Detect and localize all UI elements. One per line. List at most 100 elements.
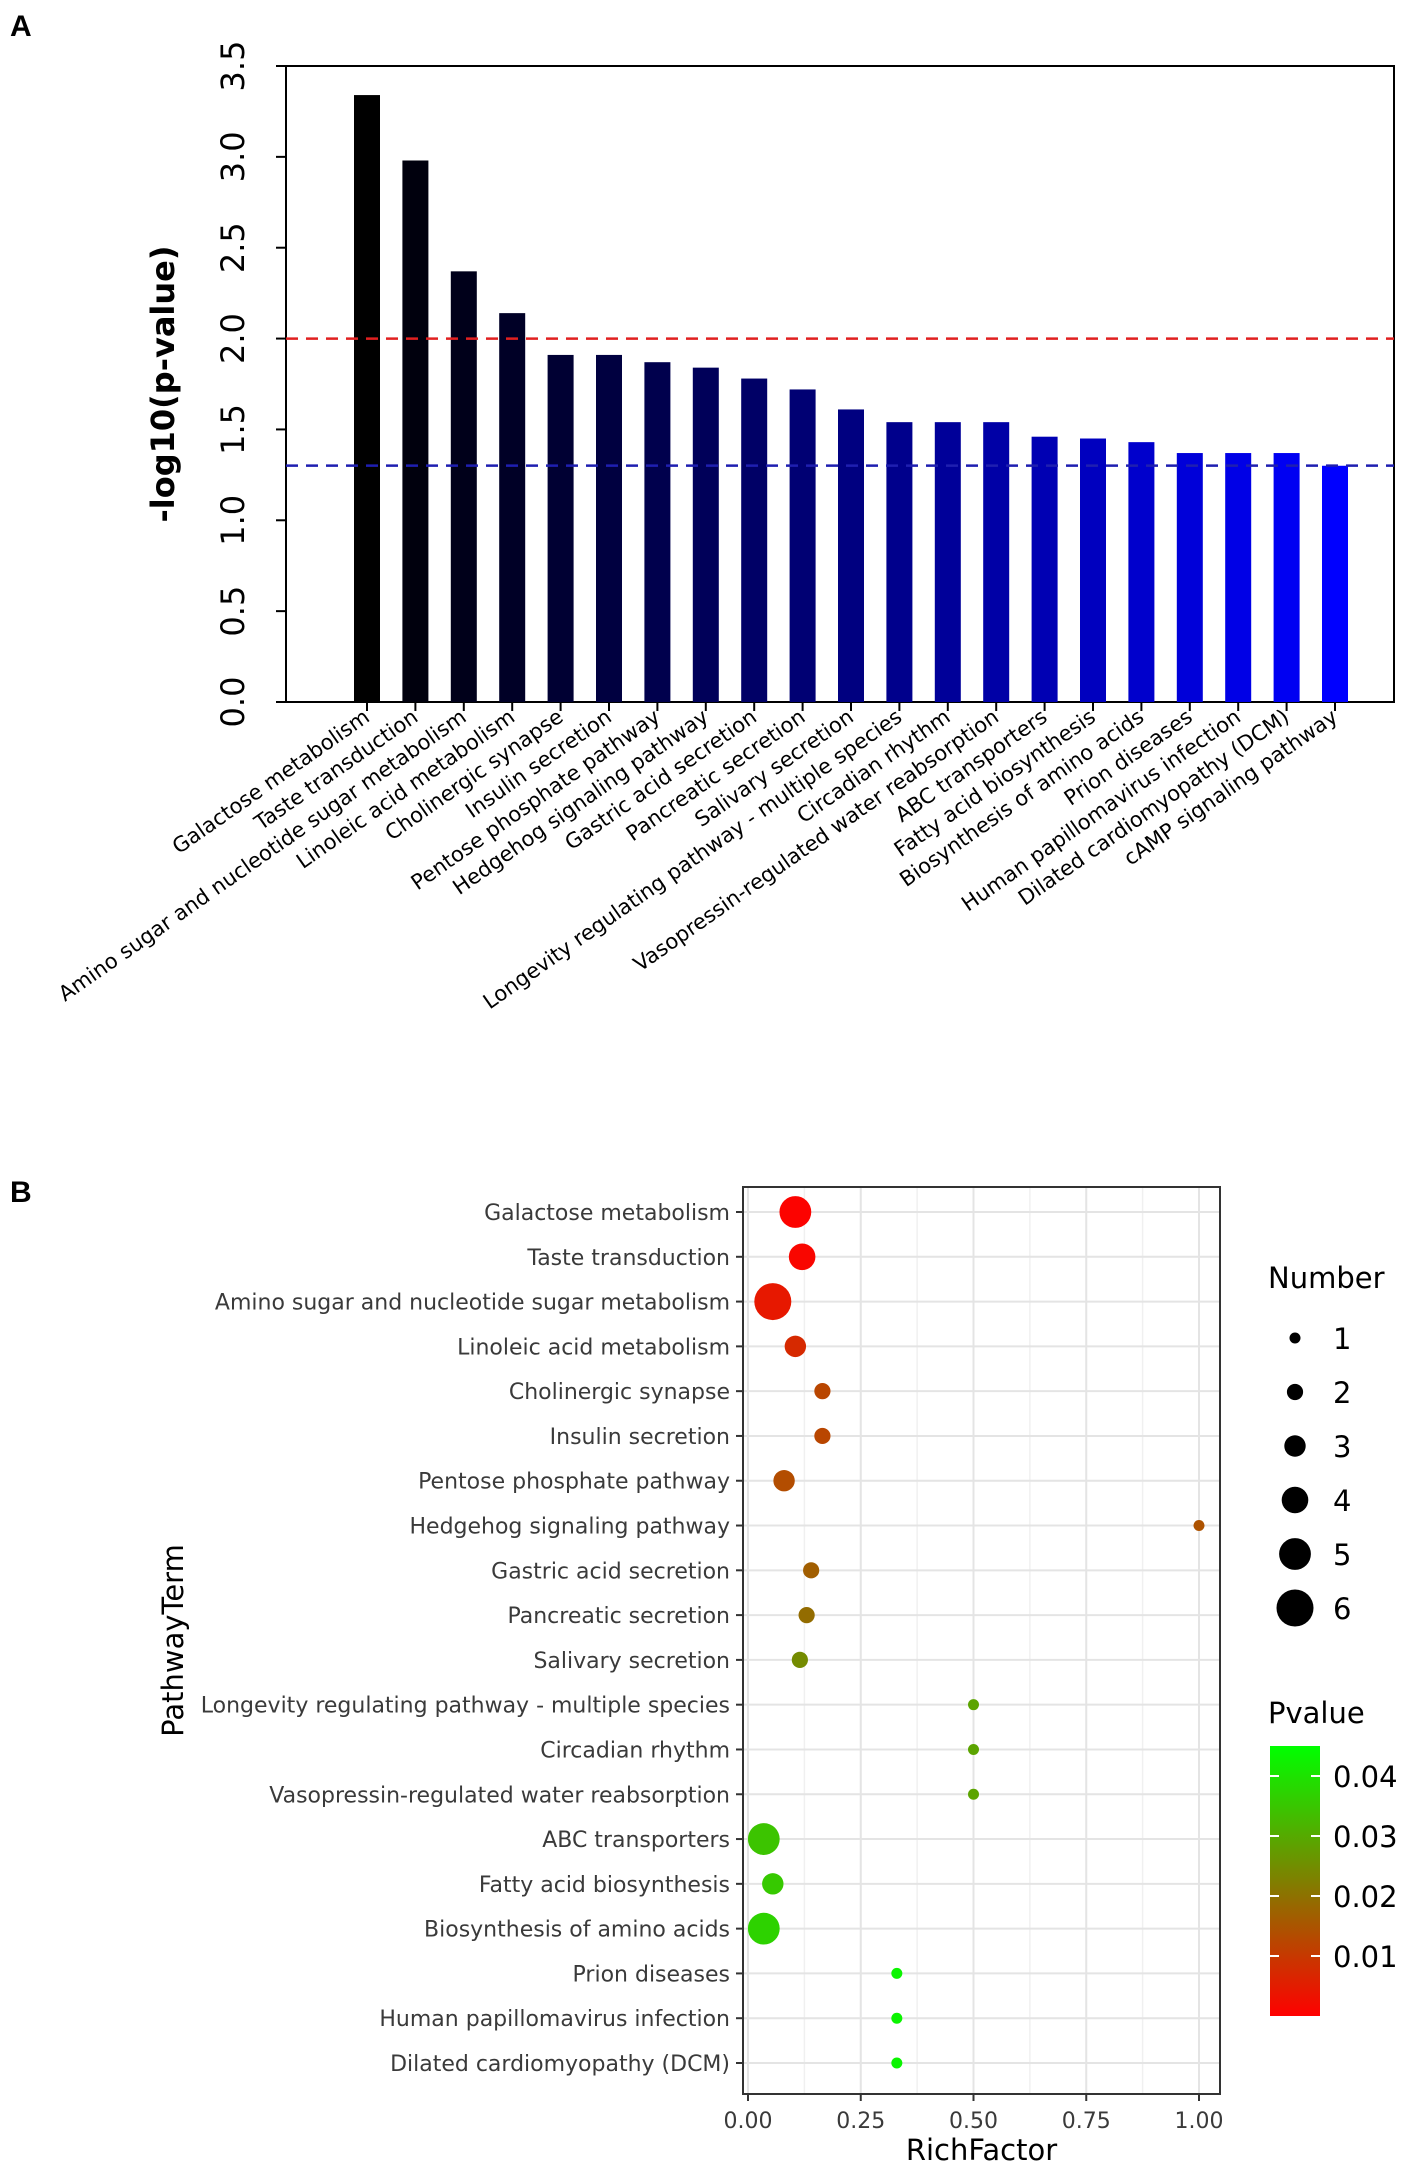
data-point — [773, 1470, 795, 1492]
y-tick-label: Hedgehog signaling pathway — [409, 1515, 730, 1540]
data-point — [814, 1427, 831, 1445]
data-point — [891, 2012, 903, 2024]
y-tick-label: 3.0 — [214, 131, 252, 182]
panel-label-a: A — [10, 10, 32, 43]
data-point — [1193, 1520, 1205, 1532]
bar — [450, 271, 477, 702]
y-tick-label: Prion diseases — [573, 1962, 730, 1987]
bar — [1225, 453, 1252, 702]
y-tick-label: 2.0 — [214, 313, 252, 364]
bar — [692, 367, 719, 702]
size-legend-key — [1284, 1435, 1306, 1457]
color-legend-label: 0.01 — [1333, 1940, 1398, 1974]
size-legend-key — [1281, 1486, 1309, 1514]
size-legend-label: 4 — [1333, 1484, 1351, 1518]
data-point — [762, 1873, 784, 1895]
size-legend-key — [1289, 1332, 1301, 1344]
bar — [934, 422, 961, 702]
y-tick-label: Cholinergic synapse — [509, 1380, 730, 1405]
y-tick-label: 0.0 — [214, 677, 252, 728]
y-tick-label: Biosynthesis of amino acids — [424, 1918, 730, 1943]
color-legend-label: 0.02 — [1333, 1880, 1398, 1914]
data-point — [798, 1607, 815, 1624]
data-point — [891, 2057, 903, 2069]
data-point — [779, 1196, 812, 1228]
x-tick-label: 1.00 — [1175, 2109, 1224, 2134]
size-legend-title: Number — [1268, 1261, 1385, 1295]
size-legend-label: 6 — [1333, 1592, 1351, 1626]
bar — [547, 354, 574, 702]
x-tick-label: Amino sugar and nucleotide sugar metabol… — [54, 704, 471, 1006]
y-tick-label: Vasopressin-regulated water reabsorption — [269, 1783, 730, 1808]
bar — [1273, 453, 1300, 702]
x-axis-title: RichFactor — [906, 2133, 1057, 2167]
y-tick-label: 1.5 — [214, 404, 252, 455]
y-tick-label: Amino sugar and nucleotide sugar metabol… — [215, 1291, 730, 1316]
y-tick-label: Linoleic acid metabolism — [457, 1335, 730, 1360]
y-tick-label: Longevity regulating pathway - multiple … — [201, 1694, 730, 1719]
y-tick-label: 0.5 — [214, 586, 252, 637]
color-bar — [1270, 1746, 1320, 2016]
y-tick-label: Insulin secretion — [550, 1425, 730, 1450]
bar — [1080, 438, 1106, 702]
data-point — [803, 1562, 820, 1579]
bar — [789, 389, 816, 702]
y-tick-label: Fatty acid biosynthesis — [479, 1873, 730, 1898]
bar — [402, 160, 429, 702]
data-point — [747, 1912, 780, 1945]
size-legend-label: 3 — [1333, 1430, 1351, 1464]
data-point — [968, 1788, 979, 1800]
bar — [741, 378, 768, 702]
bar — [1128, 442, 1155, 702]
y-tick-label: 2.5 — [214, 222, 252, 273]
size-legend-label: 1 — [1333, 1322, 1351, 1356]
y-tick-label: Gastric acid secretion — [491, 1559, 730, 1584]
y-tick-label: Human papillomavirus infection — [379, 2007, 730, 2032]
y-tick-label: 3.5 — [214, 41, 252, 92]
x-tick-label: 0.25 — [836, 2109, 885, 2134]
data-point — [891, 1967, 903, 1979]
plot-frame — [742, 1186, 1221, 2095]
x-tick-label: 0.50 — [949, 2109, 998, 2134]
bar — [1176, 453, 1203, 702]
y-axis-title: PathwayTerm — [156, 1544, 190, 1737]
bar — [596, 354, 622, 702]
y-axis-title: -log10(p-value) — [144, 245, 182, 522]
bubble-chart-panel-b: 0.00 0.25 0.50 0.75 1.00 Galactose metabolism… — [156, 1186, 1398, 2167]
plot-background — [743, 1187, 1220, 2094]
color-legend-label: 0.03 — [1333, 1820, 1398, 1854]
size-legend-key — [1286, 1383, 1304, 1401]
data-point — [754, 1283, 792, 1321]
bar — [1031, 436, 1058, 702]
data-point — [784, 1335, 807, 1358]
bar — [838, 409, 864, 702]
color-legend-title: Pvalue — [1268, 1696, 1365, 1730]
color-legend-label: 0.04 — [1333, 1760, 1398, 1794]
bar-chart-panel-a: 0.00.51.01.52.02.53.03.5-log10(p-value)G… — [54, 41, 1395, 1014]
y-tick-label: Pancreatic secretion — [507, 1604, 730, 1629]
bar — [1322, 465, 1348, 702]
size-legend-label: 5 — [1333, 1538, 1351, 1572]
size-legend-key — [1279, 1538, 1311, 1570]
data-point — [814, 1383, 831, 1400]
y-tick-label: Pentose phosphate pathway — [418, 1470, 730, 1495]
y-tick-label: Circadian rhythm — [540, 1738, 730, 1763]
y-tick-label: Galactose metabolism — [484, 1201, 730, 1226]
bar — [644, 362, 671, 702]
bar — [886, 422, 913, 702]
y-tick-label: ABC transporters — [542, 1828, 730, 1853]
bar — [499, 313, 526, 702]
data-point — [747, 1823, 780, 1855]
bar — [983, 422, 1010, 702]
y-tick-label: Taste transduction — [526, 1246, 730, 1271]
panel-label-b: B — [10, 1176, 32, 1209]
x-tick-label: 0.00 — [724, 2109, 773, 2134]
data-point — [968, 1743, 979, 1755]
data-point — [788, 1243, 816, 1271]
y-tick-label: Dilated cardiomyopathy (DCM) — [390, 2052, 730, 2077]
bar — [354, 95, 380, 703]
size-legend-key — [1276, 1589, 1314, 1627]
data-point — [968, 1699, 979, 1711]
data-point — [791, 1651, 808, 1668]
